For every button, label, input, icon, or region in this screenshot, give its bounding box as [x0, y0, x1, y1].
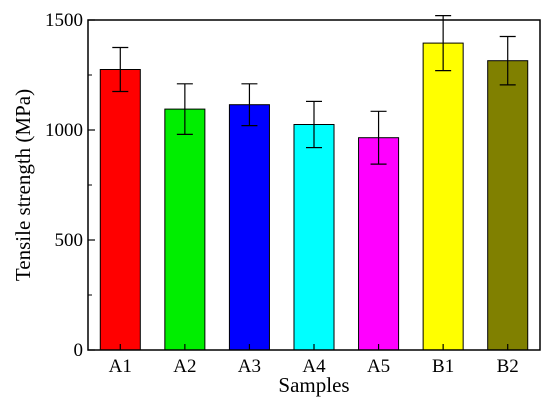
bar-a5 — [358, 137, 400, 351]
x-tick-label: B2 — [497, 356, 519, 377]
y-tick-label: 0 — [74, 340, 84, 361]
x-tick-label: B1 — [432, 356, 454, 377]
x-tick-label: A3 — [238, 356, 261, 377]
x-tick-label: A2 — [173, 356, 196, 377]
x-tick-label: A1 — [109, 356, 132, 377]
x-axis: A1 A2 A3 A4 A5 B1 B2 — [109, 344, 519, 377]
y-tick-label: 1500 — [45, 10, 83, 31]
bar-a1 — [99, 69, 141, 351]
bar-a4 — [293, 124, 335, 351]
bar-b2 — [487, 60, 529, 351]
y-axis: 0 500 1000 1500 — [45, 10, 95, 361]
bars-layer — [99, 42, 529, 351]
bar-b1 — [422, 42, 464, 351]
bar-a2 — [164, 108, 206, 351]
y-tick-label: 1000 — [45, 120, 83, 141]
x-tick-label: A4 — [302, 356, 326, 377]
x-tick-label: A5 — [367, 356, 390, 377]
x-axis-title: Samples — [278, 373, 349, 397]
y-axis-title: Tensile strength (MPa) — [11, 89, 35, 281]
y-tick-label: 500 — [55, 230, 84, 251]
bar-a3 — [228, 104, 270, 351]
error-bars-layer — [112, 14, 516, 165]
